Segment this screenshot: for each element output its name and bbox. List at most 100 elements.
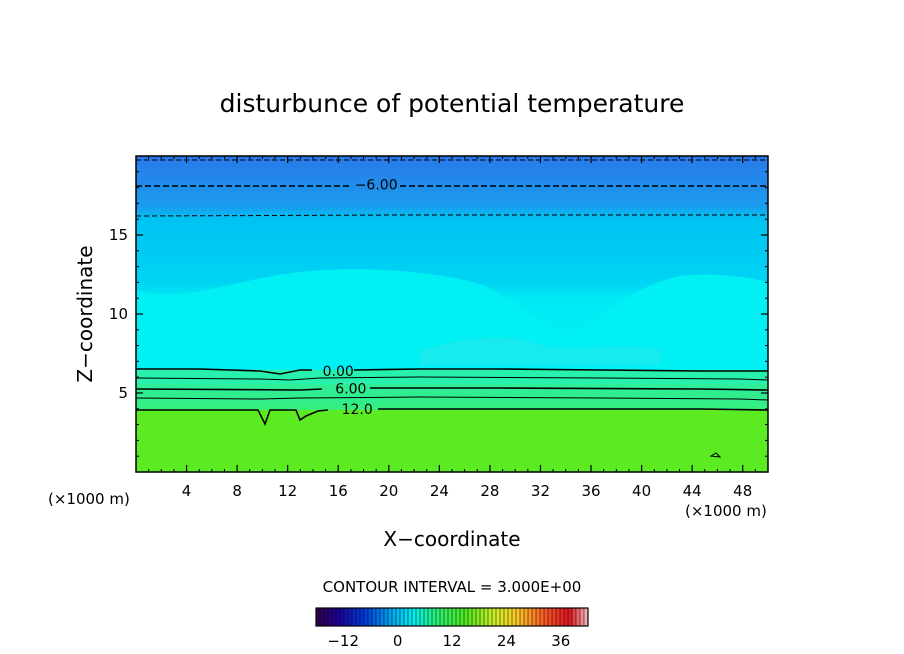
colorbar-cell bbox=[340, 608, 345, 626]
colorbar-cell bbox=[376, 608, 381, 626]
contour-label: −6.00 bbox=[355, 177, 398, 193]
x-tick-label: 28 bbox=[480, 482, 499, 500]
x-tick-label: 24 bbox=[430, 482, 449, 500]
x-tick-label: 44 bbox=[683, 482, 702, 500]
colorbar-cell bbox=[528, 608, 533, 626]
contour-label: 0.00 bbox=[323, 364, 354, 380]
colorbar-tick-label: −12 bbox=[327, 632, 359, 650]
colorbar-cell bbox=[544, 608, 549, 626]
contour-line bbox=[136, 408, 768, 427]
colorbar-cell bbox=[536, 608, 541, 626]
colorbar-cell bbox=[392, 608, 397, 626]
colorbar-cell bbox=[560, 608, 565, 626]
colorbar-cell bbox=[440, 608, 445, 626]
colorbar-cell bbox=[428, 608, 433, 626]
cyan-bulge-region bbox=[136, 269, 768, 370]
colorbar-cell bbox=[400, 608, 405, 626]
colorbar-cell bbox=[480, 608, 485, 626]
colorbar-cell bbox=[524, 608, 529, 626]
colorbar-cell bbox=[404, 608, 409, 626]
colorbar-cell bbox=[316, 608, 321, 626]
x-tick-label: 20 bbox=[379, 482, 398, 500]
x-tick-label: 16 bbox=[329, 482, 348, 500]
turbulent-edge-region bbox=[420, 337, 660, 365]
x-axis-label: X−coordinate bbox=[383, 527, 520, 551]
colorbar-cell bbox=[432, 608, 437, 626]
x-axis-unit-left: (×1000 m) bbox=[48, 490, 130, 508]
x-tick-label: 36 bbox=[581, 482, 600, 500]
plot-fill bbox=[136, 156, 768, 472]
contour-line bbox=[136, 214, 768, 217]
x-tick-label: 8 bbox=[232, 482, 242, 500]
colorbar-cell bbox=[456, 608, 461, 626]
colorbar-tick-label: 12 bbox=[442, 632, 461, 650]
colorbar-cell bbox=[436, 608, 441, 626]
colorbar-cell bbox=[328, 608, 333, 626]
contour-lines bbox=[136, 159, 768, 458]
colorbar-tick-label: 24 bbox=[497, 632, 516, 650]
colorbar-tick-label: 36 bbox=[551, 632, 570, 650]
lower-layer-band bbox=[136, 410, 768, 472]
colorbar-cell bbox=[460, 608, 465, 626]
colorbar-cell bbox=[520, 608, 525, 626]
contour-label: 12.0 bbox=[342, 402, 373, 418]
y-axis-label: Z−coordinate bbox=[73, 245, 97, 382]
colorbar-cell bbox=[572, 608, 577, 626]
contour-interval-text: CONTOUR INTERVAL = 3.000E+00 bbox=[323, 578, 582, 596]
colorbar-cell bbox=[584, 608, 589, 626]
contour-line bbox=[136, 368, 768, 375]
colorbar-cell bbox=[540, 608, 545, 626]
contour-line bbox=[136, 376, 768, 381]
colorbar-cell bbox=[556, 608, 561, 626]
colorbar: −12 0 12 24 36 bbox=[315, 607, 589, 650]
colorbar-cell bbox=[420, 608, 425, 626]
y-tick-label: 15 bbox=[109, 226, 128, 244]
colorbar-cell bbox=[504, 608, 509, 626]
colorbar-cell bbox=[552, 608, 557, 626]
colorbar-cell bbox=[532, 608, 537, 626]
contour-line bbox=[136, 396, 768, 401]
x-axis-unit-right: (×1000 m) bbox=[685, 502, 767, 520]
x-tick-label: 48 bbox=[733, 482, 752, 500]
colorbar-cell bbox=[396, 608, 401, 626]
colorbar-cell bbox=[580, 608, 585, 626]
colorbar-cell bbox=[500, 608, 505, 626]
x-tick-label: 12 bbox=[278, 482, 297, 500]
y-axis-layer: 5 10 15 bbox=[109, 171, 768, 457]
colorbar-cell bbox=[360, 608, 365, 626]
y-tick-label: 10 bbox=[109, 305, 128, 323]
colorbar-cell bbox=[488, 608, 493, 626]
contour-label-layer: −6.00 0.006.00 12.0 bbox=[323, 177, 398, 417]
x-tick-label: 4 bbox=[182, 482, 192, 500]
colorbar-cell bbox=[324, 608, 329, 626]
colorbar-cell bbox=[448, 608, 453, 626]
x-tick-label: 40 bbox=[632, 482, 651, 500]
y-tick-label: 5 bbox=[118, 384, 128, 402]
colorbar-cell bbox=[412, 608, 417, 626]
colorbar-cell bbox=[380, 608, 385, 626]
x-axis-layer: 4 8 12 16 20 24 28 32 36 40 44 48 bbox=[148, 156, 756, 500]
colorbar-cell bbox=[492, 608, 497, 626]
colorbar-cell bbox=[408, 608, 413, 626]
colorbar-cell bbox=[320, 608, 325, 626]
contour-line bbox=[136, 387, 768, 391]
colorbar-cell bbox=[416, 608, 421, 626]
colorbar-cell bbox=[576, 608, 581, 626]
colorbar-cell bbox=[388, 608, 393, 626]
chart-title: disturbunce of potential temperature bbox=[220, 89, 685, 118]
colorbar-cell bbox=[568, 608, 573, 626]
colorbar-cell bbox=[508, 608, 513, 626]
colorbar-cell bbox=[384, 608, 389, 626]
colorbar-cell bbox=[424, 608, 429, 626]
colorbar-cell bbox=[352, 608, 357, 626]
colorbar-cell bbox=[348, 608, 353, 626]
colorbar-cell bbox=[464, 608, 469, 626]
colorbar-cell bbox=[516, 608, 521, 626]
colorbar-frame bbox=[315, 607, 589, 627]
colorbar-cell bbox=[356, 608, 361, 626]
colorbar-cell bbox=[372, 608, 377, 626]
colorbar-cell bbox=[472, 608, 477, 626]
colorbar-tick-label: 0 bbox=[393, 632, 403, 650]
colorbar-cell bbox=[364, 608, 369, 626]
